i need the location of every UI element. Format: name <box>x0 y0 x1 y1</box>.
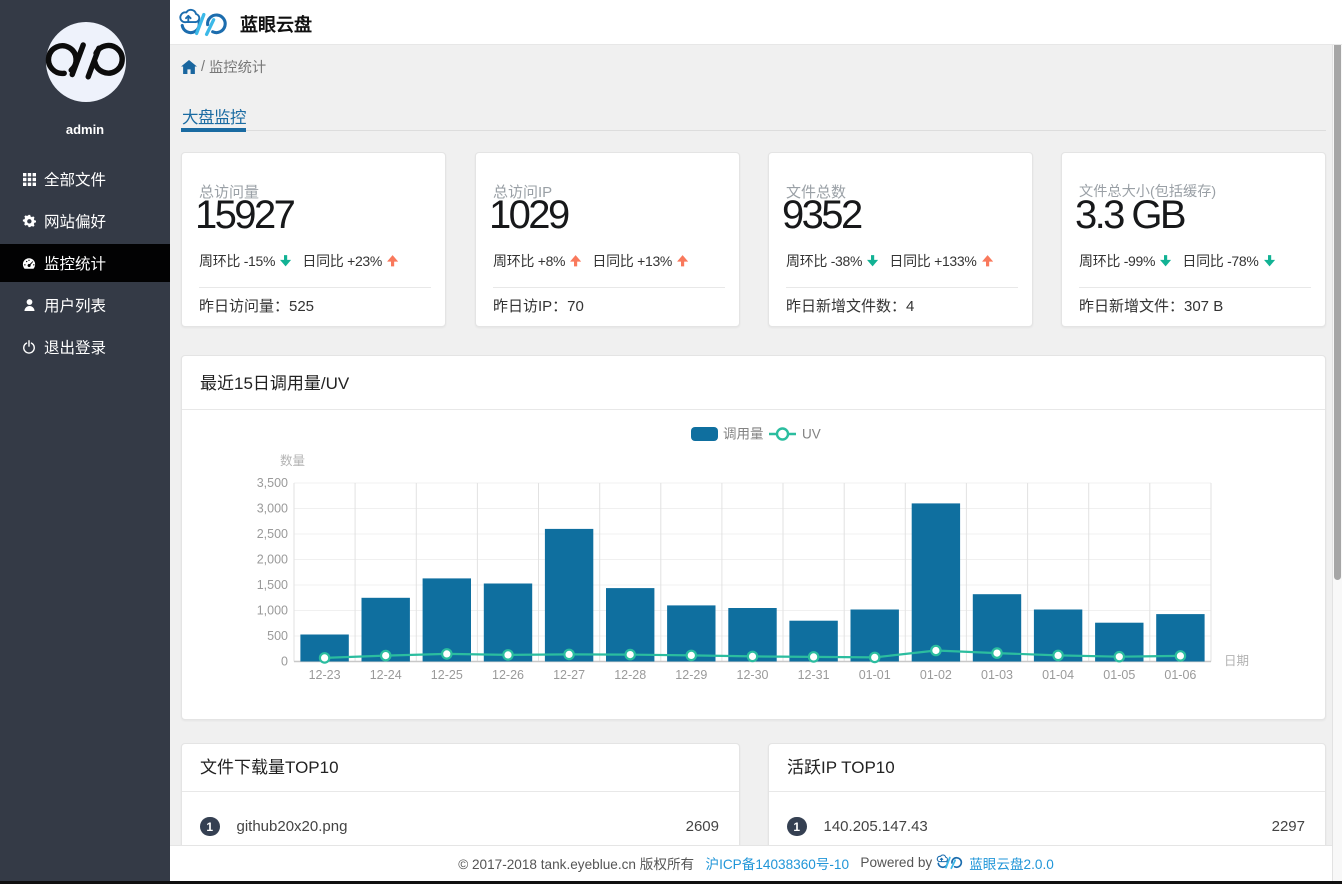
svg-text:01-04: 01-04 <box>1042 668 1074 682</box>
svg-text:12-27: 12-27 <box>553 668 585 682</box>
svg-text:2,500: 2,500 <box>257 527 288 541</box>
svg-text:12-23: 12-23 <box>309 668 341 682</box>
svg-text:3,000: 3,000 <box>257 502 288 516</box>
svg-text:01-01: 01-01 <box>859 668 891 682</box>
svg-text:数量: 数量 <box>280 453 305 468</box>
svg-text:12-25: 12-25 <box>431 668 463 682</box>
svg-text:1,500: 1,500 <box>257 578 288 592</box>
svg-text:12-31: 12-31 <box>798 668 830 682</box>
svg-text:1,000: 1,000 <box>257 604 288 618</box>
svg-text:2,000: 2,000 <box>257 553 288 567</box>
svg-text:12-30: 12-30 <box>737 668 769 682</box>
svg-text:日期: 日期 <box>1224 654 1249 668</box>
svg-text:调用量: 调用量 <box>723 427 764 442</box>
svg-text:12-24: 12-24 <box>370 668 402 682</box>
svg-text:01-02: 01-02 <box>920 668 952 682</box>
svg-text:01-05: 01-05 <box>1103 668 1135 682</box>
svg-text:500: 500 <box>267 629 288 643</box>
svg-text:12-26: 12-26 <box>492 668 524 682</box>
svg-text:3,500: 3,500 <box>257 476 288 490</box>
svg-text:0: 0 <box>281 655 288 669</box>
svg-text:12-28: 12-28 <box>614 668 646 682</box>
svg-text:01-06: 01-06 <box>1164 668 1196 682</box>
svg-text:12-29: 12-29 <box>675 668 707 682</box>
svg-text:01-03: 01-03 <box>981 668 1013 682</box>
svg-text:UV: UV <box>802 427 821 442</box>
